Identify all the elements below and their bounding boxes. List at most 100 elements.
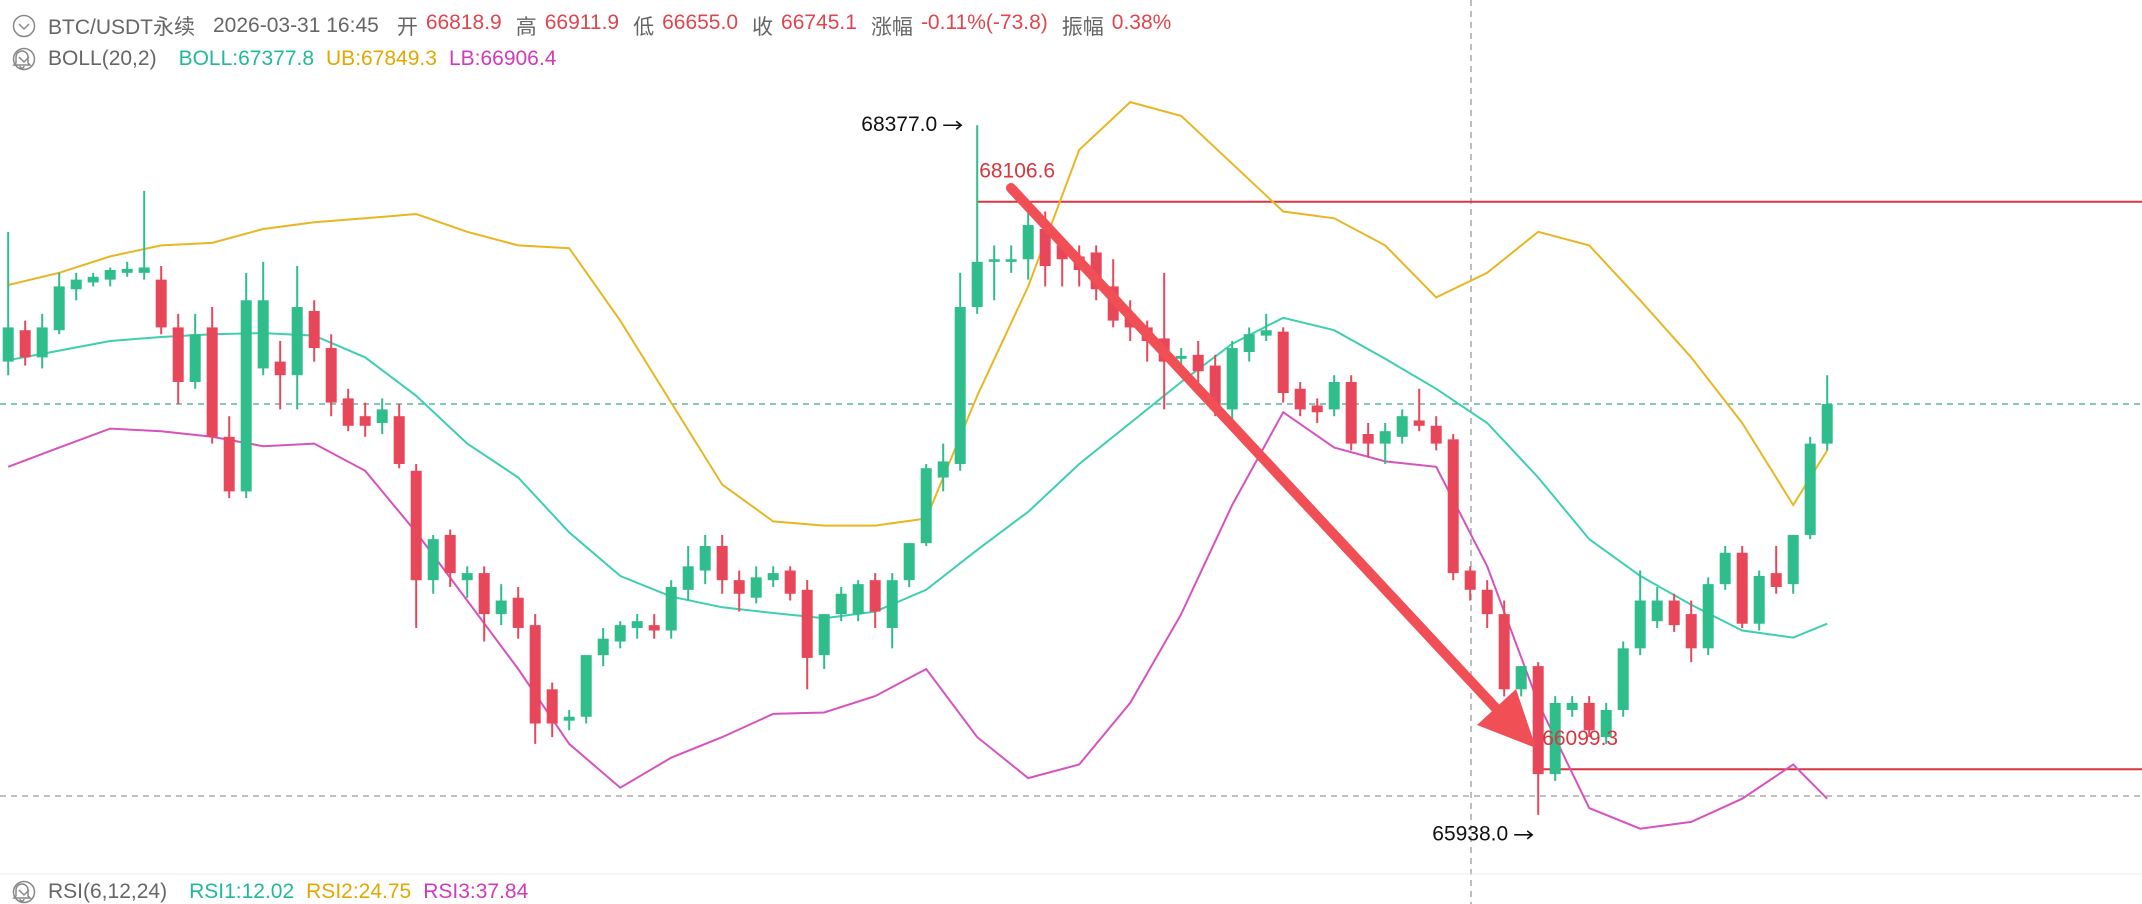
datetime: 2026-03-31 16:45 [213,14,379,37]
candle-body [682,566,694,590]
candle-body [1464,570,1476,590]
candle-body [1005,259,1017,262]
candle-body [614,625,626,642]
candle-body [223,436,235,492]
candle-body [1498,614,1510,690]
candle-body [767,573,779,581]
candle-body [495,600,507,615]
candle-body [257,300,269,369]
candle-body [1022,225,1034,260]
candle-body [87,276,99,283]
candle-body [1430,425,1442,444]
candle-body [2,327,14,362]
candle-body [427,539,439,581]
header-row: BTC/USDT永续 2026-03-31 16:45 开 66818.9 高 669… [12,11,1171,41]
candle-body [750,577,762,598]
trend-arrowhead [1477,689,1536,748]
candle-body [1056,245,1068,260]
candle-body [1328,381,1340,410]
boll-name: BOLL(20,2) [48,47,157,70]
bell-icon[interactable] [12,880,32,902]
stat-value: 66745.1 [781,11,857,34]
candle-body [529,625,541,724]
candle-body [835,593,847,615]
boll-value: BOLL:67377.8 [178,47,315,70]
candle-body [818,614,830,656]
candle-body [70,279,82,290]
candle-body [342,398,354,426]
candle-body [1617,648,1629,710]
rsi1-value: RSI1:12.02 [189,880,295,903]
candle-body [665,586,677,631]
candle-body [1260,330,1272,336]
candle-body [461,573,473,581]
boll-line [7,100,1829,527]
candle-body [1719,552,1731,585]
bell-icon[interactable] [12,47,32,69]
candle-body [801,589,813,658]
candle-body [1821,404,1833,444]
candle-body [1447,439,1459,574]
candle-body [274,361,286,376]
candle-body [886,580,898,628]
candle-body [1549,702,1561,775]
rsi-name: RSI(6,12,24) [48,880,168,903]
candle-body [512,597,524,628]
candle-body [988,259,1000,262]
stat-label: 涨幅 [870,16,913,39]
candle-body [1345,381,1357,444]
candle-body [1668,600,1680,626]
stat-value: -0.11%(-73.8) [920,11,1048,34]
candle-body [104,270,116,280]
stat-value: 66818.9 [425,11,502,34]
stat-label: 振幅 [1061,16,1104,39]
candle-body [1175,355,1187,359]
collapse-icon[interactable] [12,14,36,38]
candle-body [19,330,31,358]
high-label: 68377.0 [861,113,937,136]
stat: 开 66818.9 [397,11,502,41]
stat: 振幅 0.38% [1062,11,1172,41]
candle-body [1039,229,1051,267]
lb-value: LB:66906.4 [448,47,557,70]
candle-body [376,409,388,423]
stat-value: 0.38% [1111,11,1172,34]
candle-body [206,327,218,437]
candle-body [971,261,983,308]
candle-body [1311,405,1323,413]
stat: 低 66655.0 [633,11,738,41]
rsi-row: RSI(6,12,24) RSI1:12.02 RSI2:24.75 RSI3:… [12,880,528,904]
candle-body [1583,702,1595,731]
candle-body [1685,614,1697,649]
candle-body [308,311,320,349]
candle-body [1634,600,1646,649]
candle-body [138,267,150,273]
candle-body [1362,434,1374,444]
stat-value: 66655.0 [662,11,739,34]
candle-body [189,334,201,382]
level-label: 68106.6 [979,159,1055,182]
candle-body [903,543,915,581]
stat-value: 66911.9 [544,11,620,34]
candle-body [1753,575,1765,624]
candle-body [410,470,422,581]
stat-label: 高 [515,16,537,39]
low-arrow [1514,830,1534,840]
candle-body [478,573,490,615]
high-arrow [943,120,963,130]
candle-body [716,545,728,581]
candle-body [1379,431,1391,444]
rsi2-value: RSI2:24.75 [306,880,412,903]
candle-body [393,416,405,464]
candle-body [1515,666,1527,690]
candle-body [869,580,881,612]
candle-body [1090,252,1102,290]
candle-body [733,580,745,594]
candle-body [240,300,252,492]
candle-body [172,327,184,382]
stat: 涨幅 -0.11%(-73.8) [871,11,1048,41]
candle-body [546,689,558,724]
candle-body [325,348,337,403]
candle-body [920,468,932,544]
